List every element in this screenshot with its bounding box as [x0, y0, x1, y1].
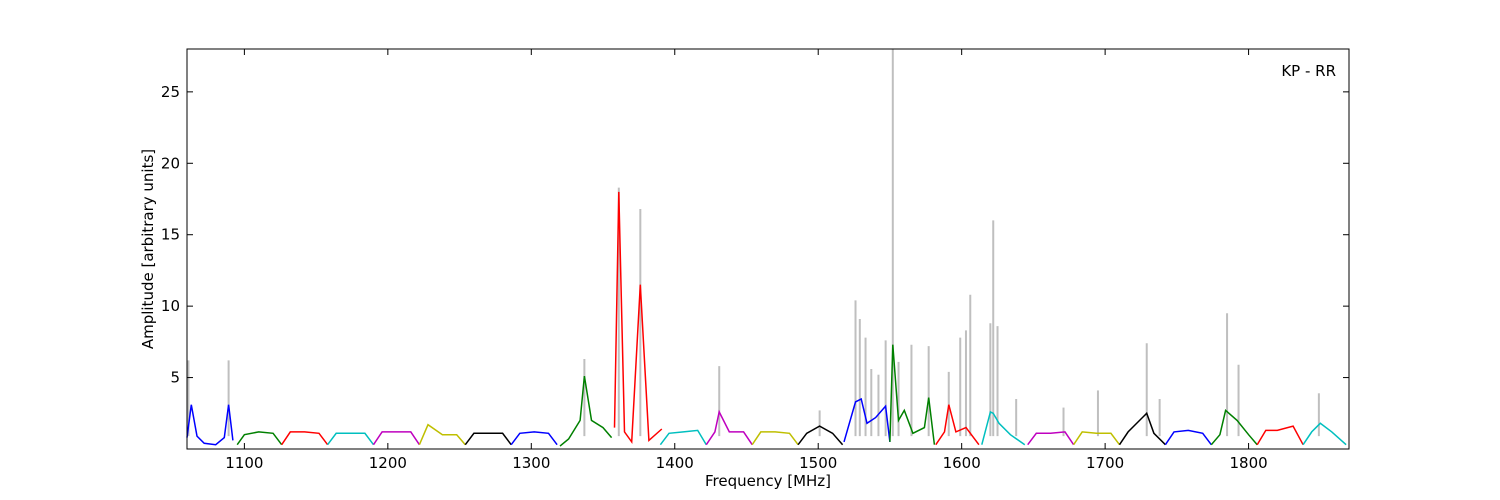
y-tick-label: 15 — [161, 226, 180, 244]
x-tick-label: 1800 — [1229, 454, 1267, 472]
subband-series-23 — [1210, 409, 1258, 446]
subband-series-2 — [236, 431, 283, 446]
subband-series-4 — [327, 432, 375, 446]
x-tick-label: 1100 — [225, 454, 263, 472]
x-tick-label: 1500 — [799, 454, 837, 472]
subband-series-11 — [659, 429, 707, 446]
plot-frame — [186, 48, 1350, 450]
subband-series-7 — [464, 432, 512, 446]
subband-series-13 — [751, 431, 799, 446]
subband-series-20 — [1072, 431, 1121, 446]
subband-series-21 — [1118, 411, 1166, 446]
x-tick-label: 1600 — [943, 454, 981, 472]
subband-series-9 — [559, 375, 613, 447]
subband-series-16 — [889, 344, 936, 445]
y-tick-label: 25 — [161, 83, 180, 101]
x-tick-label: 1400 — [656, 454, 694, 472]
subband-series-10 — [613, 191, 663, 445]
y-tick-label: 20 — [161, 154, 180, 172]
subband-series-15 — [843, 397, 891, 443]
subband-series-14 — [797, 425, 844, 446]
x-tick-label: 1700 — [1086, 454, 1124, 472]
subband-series-25 — [1302, 422, 1347, 446]
x-tick-label: 1200 — [369, 454, 407, 472]
x-tick-label: 1300 — [512, 454, 550, 472]
y-tick-label: 10 — [161, 297, 180, 315]
y-tick-label: 5 — [170, 369, 180, 387]
subband-series-24 — [1256, 425, 1304, 446]
x-axis-label: Frequency [MHz] — [705, 472, 831, 490]
subband-series-17 — [935, 404, 980, 446]
subband-series-19 — [1027, 431, 1075, 446]
subband-series-3 — [281, 431, 329, 446]
station-annotation: KP - RR — [1281, 62, 1336, 80]
subband-series-1 — [186, 404, 234, 446]
subband-series-22 — [1164, 429, 1212, 446]
subband-series-6 — [418, 423, 466, 446]
y-axis-label: Amplitude [arbitrary units] — [139, 149, 157, 349]
subband-series-18 — [981, 410, 1026, 446]
subband-series-8 — [510, 431, 558, 446]
subband-series-5 — [372, 431, 421, 446]
subband-series-12 — [705, 409, 753, 446]
